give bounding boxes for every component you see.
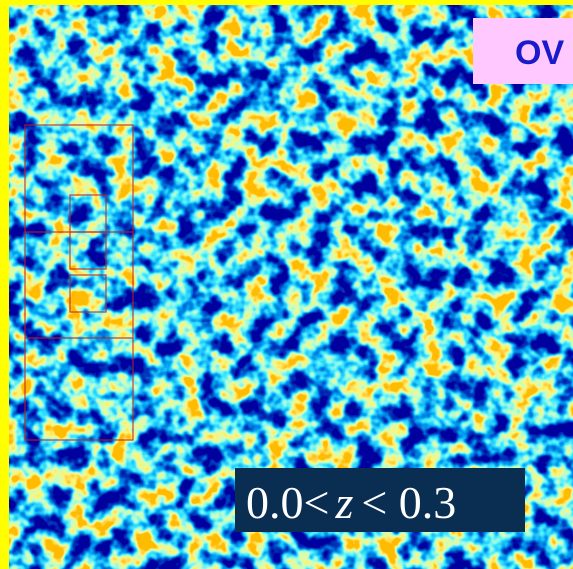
top-label: OV (515, 34, 564, 72)
redshift-label: 0.0<z< 0.3 (246, 477, 456, 528)
redshift-lower: 0.0< (246, 477, 329, 528)
density-map-panel: OV 0.0<z< 0.3 (0, 0, 573, 569)
redshift-upper: < 0.3 (361, 477, 456, 528)
redshift-variable: z (334, 477, 353, 528)
